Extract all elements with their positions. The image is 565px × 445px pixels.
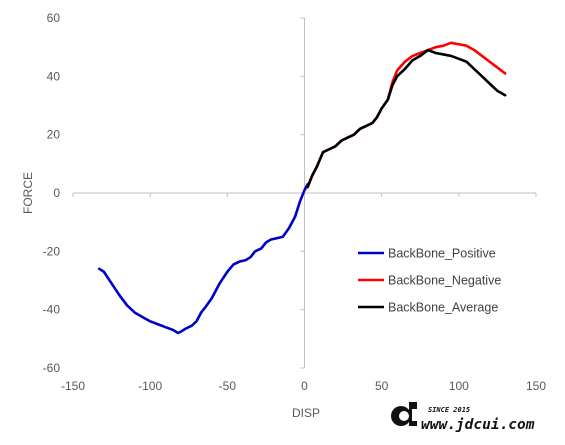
y-tick-label: 60 <box>47 11 61 25</box>
y-axis-title: FORCE <box>21 172 35 214</box>
x-tick-label: 0 <box>301 379 308 393</box>
y-tick-label: -20 <box>43 244 61 258</box>
x-tick-label: -150 <box>61 379 85 393</box>
y-tick-label: 20 <box>47 128 61 142</box>
x-tick-label: -50 <box>219 379 237 393</box>
legend-label: BackBone_Positive <box>388 247 496 261</box>
watermark-logo <box>391 402 417 426</box>
watermark: SINCE 2015 www.jdcui.com <box>391 402 535 433</box>
watermark-since: SINCE 2015 <box>428 406 470 414</box>
x-tick-label: -100 <box>138 379 162 393</box>
legend-label: BackBone_Negative <box>388 274 501 288</box>
x-axis-title: DISP <box>292 406 320 420</box>
watermark-url: www.jdcui.com <box>421 417 535 433</box>
series-line-backbone-negative <box>306 41 507 189</box>
y-tick-label: -60 <box>43 361 61 375</box>
tick-labels: 60 40 20 0 -20 -40 -60-150 -100 -50 0 50 100 150 <box>43 11 547 393</box>
x-tick-label: 50 <box>375 379 389 393</box>
x-tick-label: 150 <box>526 379 546 393</box>
x-tick-label: 100 <box>449 379 469 393</box>
series-layer <box>97 41 507 335</box>
series-line-backbone-average <box>306 48 507 189</box>
y-tick-label: 40 <box>47 69 61 83</box>
y-tick-label: 0 <box>53 186 60 200</box>
legend: BackBone_Positive BackBone_Negative BackBo… <box>358 247 501 315</box>
y-tick-label: -40 <box>43 303 61 317</box>
legend-label: BackBone_Average <box>388 301 498 315</box>
series-line-backbone-positive <box>97 182 309 335</box>
